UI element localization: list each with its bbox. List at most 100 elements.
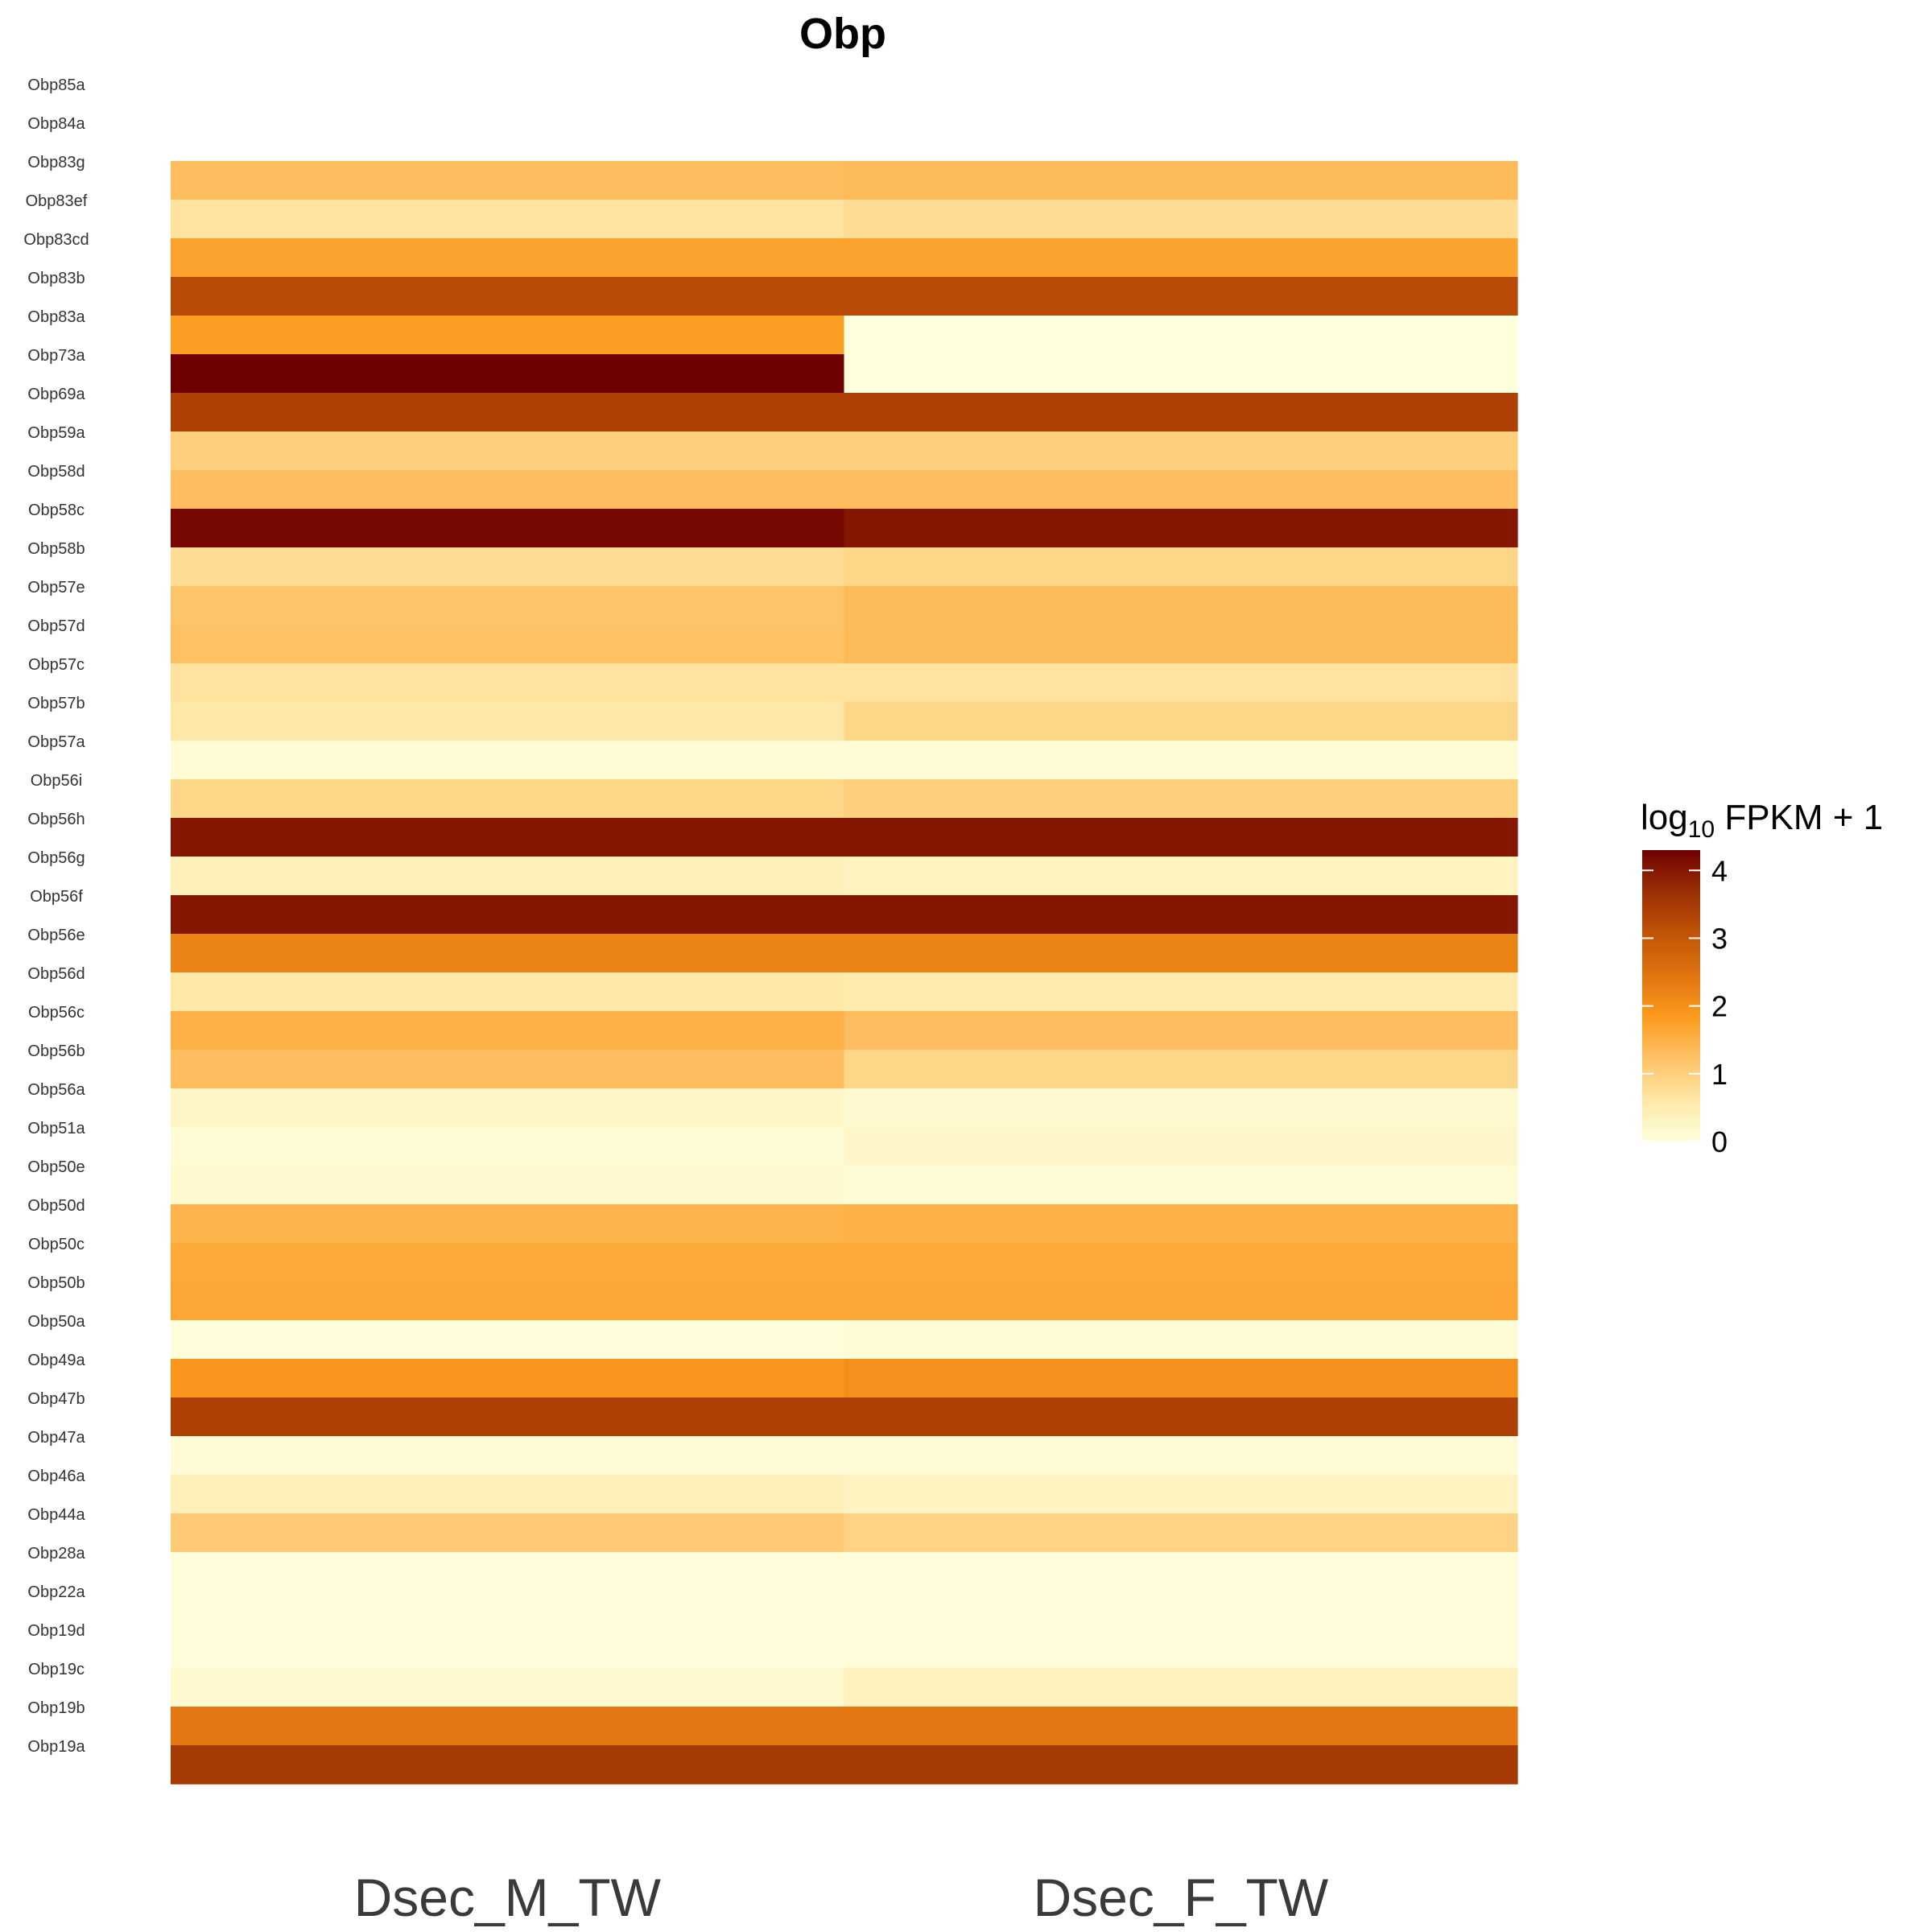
row-label: Obp49a [27,1352,85,1369]
heatmap-cell [844,1745,1518,1785]
heatmap-cell [171,1088,845,1128]
row-label: Obp83b [27,270,85,287]
heatmap-cell [844,934,1518,973]
heatmap-cell [171,1397,845,1437]
row-label: Obp56d [27,965,85,983]
row-label: Obp19a [27,1738,85,1756]
row-label: Obp58c [28,502,85,519]
heatmap-cell [844,1552,1518,1591]
row-label: Obp50a [27,1313,85,1331]
heatmap-cell [171,547,845,587]
heatmap-cell [844,625,1518,664]
heatmap-cell [171,393,845,432]
heatmap-cell [171,1629,845,1669]
row-label: Obp83cd [23,231,89,249]
color-legend: log10 FPKM + 1 0 1 2 3 4 [1641,798,1883,1158]
row-label: Obp50d [27,1197,85,1215]
heatmap-cell [844,1050,1518,1089]
legend-tick-label: 2 [1711,990,1728,1023]
row-label: Obp19b [27,1699,85,1717]
heatmap-cells [171,161,1518,1785]
heatmap-cell [171,1204,845,1244]
chart-title: Obp [799,10,886,58]
heatmap-cell [844,1320,1518,1360]
heatmap-cell [171,354,845,394]
heatmap-cell [844,779,1518,819]
heatmap-cell [844,1011,1518,1051]
heatmap-cell [844,393,1518,432]
heatmap-cell [844,895,1518,935]
heatmap-cell [844,586,1518,625]
row-label: Obp56g [27,849,85,867]
row-label: Obp84a [27,115,85,133]
column-labels: Dsec_M_TW Dsec_F_TW [354,1868,1329,1927]
heatmap-cell [171,625,845,664]
heatmap-cell [171,1436,845,1476]
column-label: Dsec_F_TW [1033,1868,1328,1927]
heatmap-cell [844,238,1518,278]
row-label: Obp19c [28,1661,85,1678]
row-label: Obp19d [27,1622,85,1640]
legend-tick-label: 0 [1711,1125,1728,1158]
heatmap-cell [171,1011,845,1051]
heatmap-cell [171,1127,845,1166]
heatmap-cell [844,1127,1518,1166]
heatmap-cell [844,1707,1518,1746]
row-label: Obp51a [27,1120,85,1137]
heatmap-cell [844,1397,1518,1437]
heatmap-cell [844,1436,1518,1476]
heatmap-cell [171,586,845,625]
row-label: Obp56h [27,811,85,828]
row-label: Obp50b [27,1274,85,1292]
heatmap-cell [171,857,845,896]
row-label: Obp56b [27,1042,85,1060]
row-label: Obp22a [27,1583,85,1601]
heatmap-cell [844,431,1518,471]
heatmap-cell [844,1204,1518,1244]
heatmap-cell [171,1552,845,1591]
heatmap-cell [171,238,845,278]
row-label: Obp83a [27,308,85,326]
heatmap-cell [844,741,1518,780]
heatmap-cell [844,200,1518,239]
heatmap-cell [844,1359,1518,1398]
row-label: Obp50e [27,1158,85,1176]
heatmap-cell [844,1629,1518,1669]
heatmap-cell [844,509,1518,548]
heatmap-cell [844,1243,1518,1282]
heatmap-cell [844,663,1518,703]
heatmap-cell [171,663,845,703]
column-label: Dsec_M_TW [354,1868,662,1927]
heatmap-cell [844,1088,1518,1128]
legend-ticks: 0 1 2 3 4 [1642,854,1728,1158]
legend-tick-label: 3 [1711,922,1728,955]
legend-tick-label: 1 [1711,1058,1728,1091]
row-label: Obp57b [27,695,85,712]
heatmap-cell [171,1166,845,1205]
heatmap-cell [844,161,1518,200]
heatmap-cell [844,1475,1518,1514]
heatmap-cell [844,1282,1518,1321]
row-label: Obp57c [28,656,85,674]
heatmap-cell [171,895,845,935]
heatmap-cell [844,316,1518,355]
row-label: Obp56a [27,1081,85,1099]
row-label: Obp50c [28,1236,85,1253]
heatmap-cell [844,277,1518,316]
row-label: Obp59a [27,424,85,442]
heatmap-cell [171,200,845,239]
heatmap-cell [171,934,845,973]
legend-color-bar [1642,850,1700,1141]
row-label: Obp85a [27,76,85,94]
heatmap-cell [171,1320,845,1360]
heatmap-cell [171,509,845,548]
heatmap-cell [844,857,1518,896]
heatmap-cell [844,354,1518,394]
heatmap-cell [171,161,845,200]
row-label: Obp56f [30,888,83,906]
heatmap-cell [171,741,845,780]
heatmap-cell [844,1668,1518,1707]
row-label: Obp46a [27,1468,85,1485]
row-label: Obp58d [27,463,85,481]
